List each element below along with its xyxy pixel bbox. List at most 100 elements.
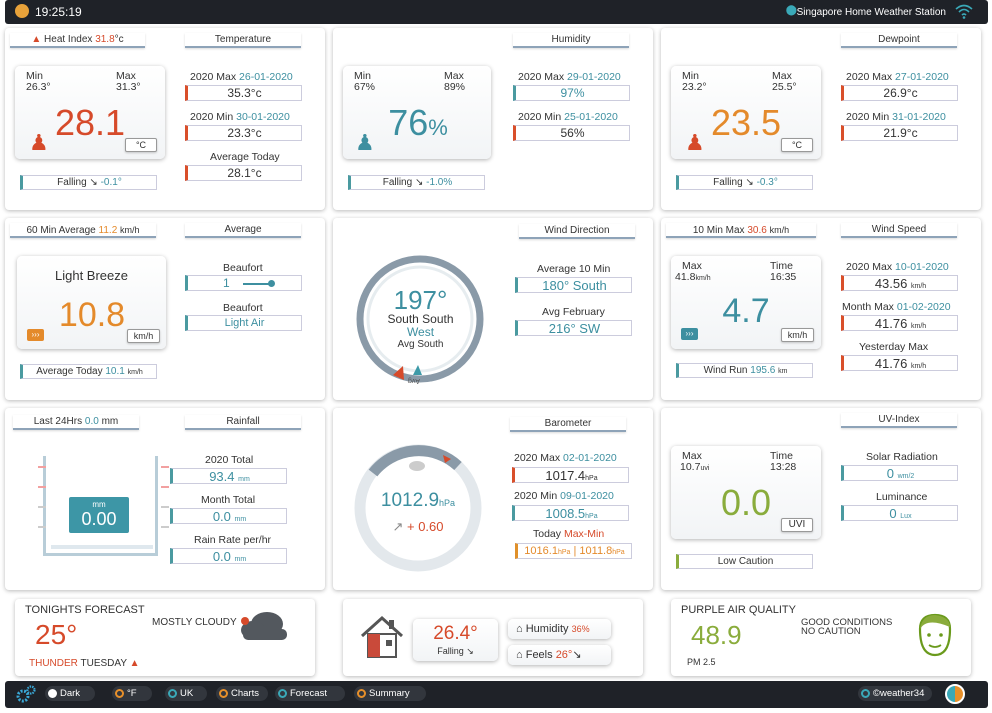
rain-24h-tab: Last 24Hrs 0.0 mm	[13, 415, 139, 430]
humidity-panel: Humidity Min 67% Max 89% 76% ♟ Falling ↘…	[333, 28, 653, 210]
wind-direction-tab[interactable]: Wind Direction	[519, 224, 635, 239]
wind-speed-value: 4.7	[722, 292, 770, 330]
person-icon: ♟	[685, 130, 705, 155]
credit-link[interactable]: ©weather34	[858, 686, 932, 701]
charts-button[interactable]: Charts	[216, 686, 268, 701]
uv-value: 0.0	[720, 482, 772, 523]
uv-tab[interactable]: UV-Index	[841, 413, 957, 428]
trend-down-icon: ↘	[745, 177, 754, 188]
summary-button[interactable]: Summary	[354, 686, 426, 701]
indoor-feels: ⌂ Feels 26°↘	[508, 645, 611, 665]
trend-down-icon: ↘	[572, 649, 582, 661]
dewpoint-panel: Dewpoint Min 23.2° Max 25.5° 23.5 ♟ °C F…	[661, 28, 981, 210]
temperature-panel: ▲ Heat Index 31.8°c Temperature Min 26.3…	[5, 28, 325, 210]
dewpoint-tab[interactable]: Dewpoint	[841, 33, 957, 48]
wind-60min-tab: 60 Min Average 11.2 km/h	[10, 223, 156, 238]
person-icon: ♟	[355, 130, 375, 155]
current-time: 19:25:19	[35, 5, 82, 19]
theme-toggle-icon[interactable]	[945, 684, 965, 704]
uv-panel: UV-Index Max 10.7uvi Time 13:28 0.0 UVI …	[661, 408, 981, 590]
person-icon: ♟	[29, 130, 49, 155]
rain-gauge	[38, 456, 169, 556]
trend-down-icon: ↘	[89, 177, 98, 188]
forecast-button[interactable]: Forecast	[275, 686, 345, 701]
station-name: Singapore Home Weather Station	[796, 7, 946, 18]
indoor-humidity: ⌂ Humidity 36%	[508, 619, 611, 639]
trend-down-icon: ↘	[466, 646, 474, 656]
barometer-panel: Barometer 1012.9hPa ↗ + 0.60 2020 Max 02…	[333, 408, 653, 590]
cloud-icon	[241, 612, 287, 640]
rainfall-tab[interactable]: Rainfall	[185, 415, 301, 430]
rain-gauge-label: mm 0.00	[69, 497, 129, 533]
uv-caution: Low Caution	[676, 554, 813, 569]
rain-level	[51, 545, 153, 549]
wind-average-card: Light Breeze 10.8 ››› km/h	[17, 256, 166, 349]
temperature-trend: Falling ↘ -0.1°	[20, 175, 157, 190]
wind-speed-card: Max 41.8km/h Time 16:35 4.7 ››› km/h	[671, 256, 821, 349]
uv-card: Max 10.7uvi Time 13:28 0.0 UVI	[671, 446, 821, 539]
barometer-value: 1012.9hPa	[380, 490, 456, 511]
uk-units-button[interactable]: UK	[165, 686, 207, 701]
trend-up-icon: ↗	[392, 519, 404, 534]
dewpoint-value: 23.5	[710, 102, 782, 143]
barometer-tab[interactable]: Barometer	[510, 417, 626, 432]
toggle-dot-icon	[48, 689, 57, 698]
wind-run: Wind Run 195.6 km	[676, 363, 813, 378]
wind-direction-panel: Wind Direction 197° South South West Avg…	[333, 218, 653, 400]
wind-10min-tab: 10 Min Max 30.6 km/h	[666, 223, 816, 238]
indoor-temp-card: 26.4° Falling ↘	[413, 619, 498, 661]
humidity-tab[interactable]: Humidity	[513, 33, 629, 48]
wifi-icon	[955, 4, 973, 19]
warning-icon: ▲	[129, 658, 140, 669]
top-bar: 19:25:19 ⬤ Singapore Home Weather Statio…	[5, 0, 988, 24]
temperature-value: 28.1	[54, 102, 126, 143]
gear-icon[interactable]	[15, 684, 37, 704]
heat-index-tab: ▲ Heat Index 31.8°c	[10, 33, 145, 48]
house-icon	[360, 615, 404, 658]
face-icon	[918, 613, 952, 657]
dewpoint-card: Min 23.2° Max 25.5° 23.5 ♟ °C	[671, 66, 821, 159]
wind-speed-panel: 10 Min Max 30.6 km/h Wind Speed Max 41.8…	[661, 218, 981, 400]
pressure-marker	[443, 455, 451, 463]
humidity-value: 76%	[388, 102, 448, 143]
forecast-temp: 25°	[35, 619, 78, 650]
house-mini-icon: ⌂	[516, 649, 523, 661]
footer-bar: Dark °F UK Charts Forecast Summary ©weat…	[5, 681, 988, 708]
air-quality-value: 48.9	[691, 620, 742, 650]
toggle-dot-icon	[168, 689, 177, 698]
indoor-panel[interactable]: 26.4° Falling ↘ ⌂ Humidity 36% ⌂ Feels 2…	[343, 599, 643, 676]
toggle-dot-icon	[115, 689, 124, 698]
wind-average-panel: 60 Min Average 11.2 km/h Average Light B…	[5, 218, 325, 400]
toggle-dot-icon	[861, 689, 870, 698]
average-tab[interactable]: Average	[185, 223, 301, 238]
avg-direction-marker	[413, 365, 422, 375]
trend-down-icon: ↘	[414, 177, 424, 188]
forecast-panel[interactable]: TONIGHTS FORECAST 25° MOSTLY CLOUDY THUN…	[15, 599, 315, 676]
wind-average-value: 10.8	[58, 296, 126, 334]
toggle-dot-icon	[357, 689, 366, 698]
wind-direction-marker	[393, 366, 404, 380]
rainfall-panel: Last 24Hrs 0.0 mm Rainfall mm 0.00 2020 …	[5, 408, 325, 590]
compass-dial	[356, 255, 484, 383]
warning-icon: ▲	[31, 34, 42, 45]
location-pin-icon: ⬤	[785, 5, 797, 16]
wind-direction-degrees: 197°	[393, 285, 448, 315]
humidity-card: Min 67% Max 89% 76% ♟	[343, 66, 491, 159]
barometer-dial	[354, 444, 482, 572]
wind-average-today: Average Today 10.1 km/h	[20, 364, 157, 379]
toggle-dot-icon	[278, 689, 287, 698]
humidity-trend: Falling ↘ -1.0%	[348, 175, 485, 190]
dewpoint-trend: Falling ↘ -0.3°	[676, 175, 813, 190]
dark-mode-button[interactable]: Dark	[45, 686, 95, 701]
wind-arrows-icon: ›››	[27, 329, 44, 341]
clock-icon	[15, 4, 29, 18]
air-quality-panel[interactable]: PURPLE AIR QUALITY 48.9 PM 2.5 GOOD COND…	[671, 599, 971, 676]
house-mini-icon: ⌂	[516, 623, 523, 635]
wind-arrows-icon: ›››	[681, 328, 698, 340]
temperature-card: Min 26.3° Max 31.3° 28.1 ♟ °C	[15, 66, 165, 159]
cloud-icon	[409, 461, 425, 471]
temperature-tab[interactable]: Temperature	[185, 33, 301, 48]
wind-speed-tab[interactable]: Wind Speed	[841, 223, 957, 238]
toggle-dot-icon	[219, 689, 228, 698]
fahrenheit-button[interactable]: °F	[112, 686, 152, 701]
